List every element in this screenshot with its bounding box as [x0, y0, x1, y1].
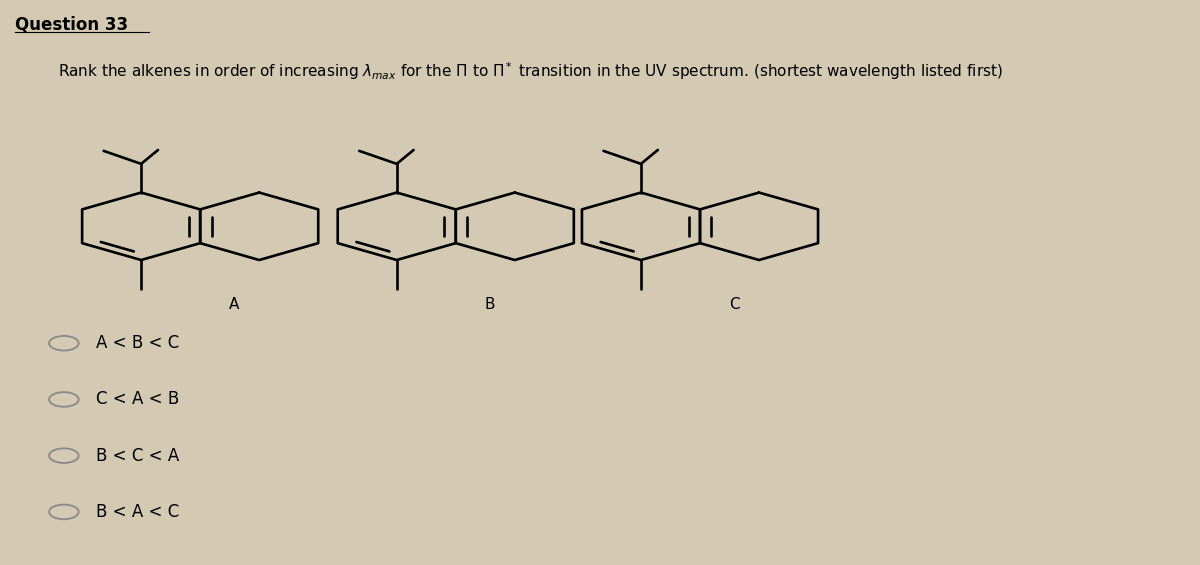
Text: A < B < C: A < B < C	[96, 334, 179, 352]
Text: B < C < A: B < C < A	[96, 447, 179, 464]
Text: Rank the alkenes in order of increasing $\lambda_{max}$ for the $\Pi$ to $\Pi^*$: Rank the alkenes in order of increasing …	[58, 60, 1003, 82]
Text: C < A < B: C < A < B	[96, 390, 179, 408]
Text: Question 33: Question 33	[16, 15, 128, 33]
Text: B: B	[485, 297, 496, 312]
Text: A: A	[229, 297, 240, 312]
Text: C: C	[728, 297, 739, 312]
Text: B < A < C: B < A < C	[96, 503, 179, 521]
